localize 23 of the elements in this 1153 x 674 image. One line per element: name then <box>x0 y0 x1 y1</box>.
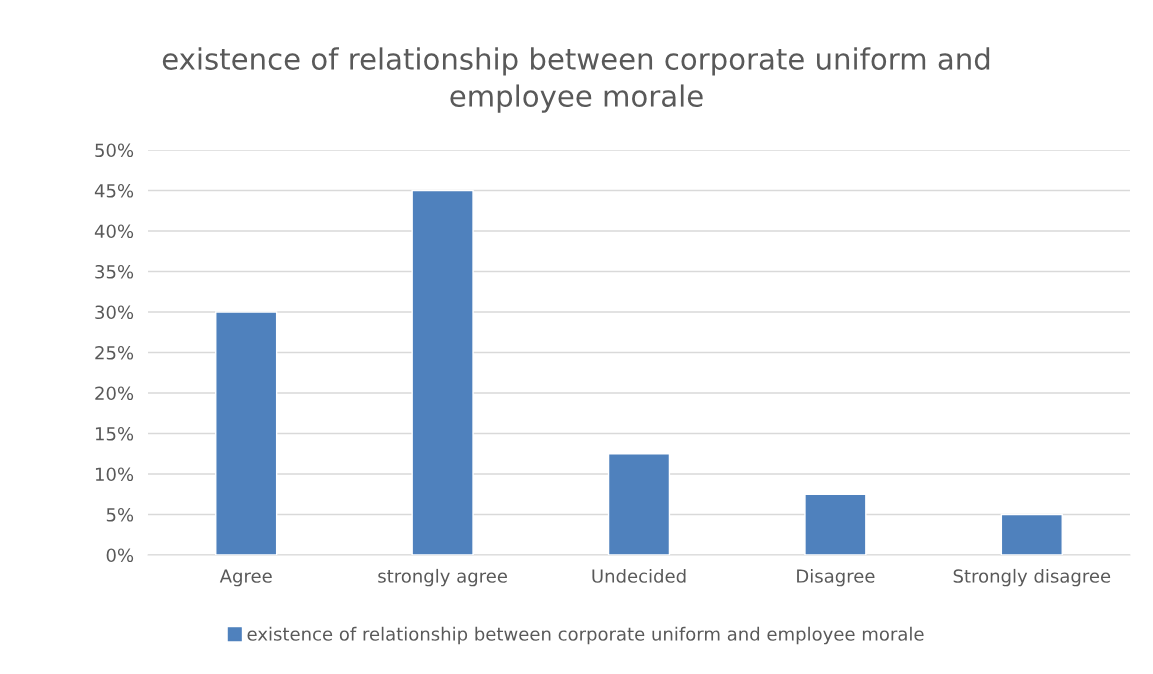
legend-label: existence of relationship between corporate uniform and employee morale <box>247 626 924 645</box>
x-tick-label: Strongly disagree <box>953 568 1111 587</box>
y-tick-label: 30% <box>95 305 134 320</box>
y-tick-label: 0% <box>106 548 134 563</box>
y-tick-label: 45% <box>94 183 134 198</box>
bar <box>804 493 867 555</box>
x-tick-label: Undecided <box>592 568 686 583</box>
y-tick-label: 15% <box>95 426 134 441</box>
y-tick-label: 20% <box>95 386 134 401</box>
y-tick-label: 35% <box>95 264 134 279</box>
y-tick-label: 5% <box>106 507 134 522</box>
bar <box>411 189 474 555</box>
bar <box>607 453 671 555</box>
y-tick-label: 40% <box>94 224 134 239</box>
chart-title: existence of relationship between corporate uniform and employee morale <box>162 47 990 113</box>
y-tick-label: 50% <box>95 143 134 158</box>
x-tick-label: strongly agree <box>378 568 507 587</box>
y-tick-label: 10% <box>95 467 134 482</box>
x-tick-label: Agree <box>219 569 272 587</box>
y-tick-label: 25% <box>95 345 134 360</box>
x-tick-label: Disagree <box>797 568 875 587</box>
bar <box>215 311 278 555</box>
bar <box>1000 513 1063 555</box>
